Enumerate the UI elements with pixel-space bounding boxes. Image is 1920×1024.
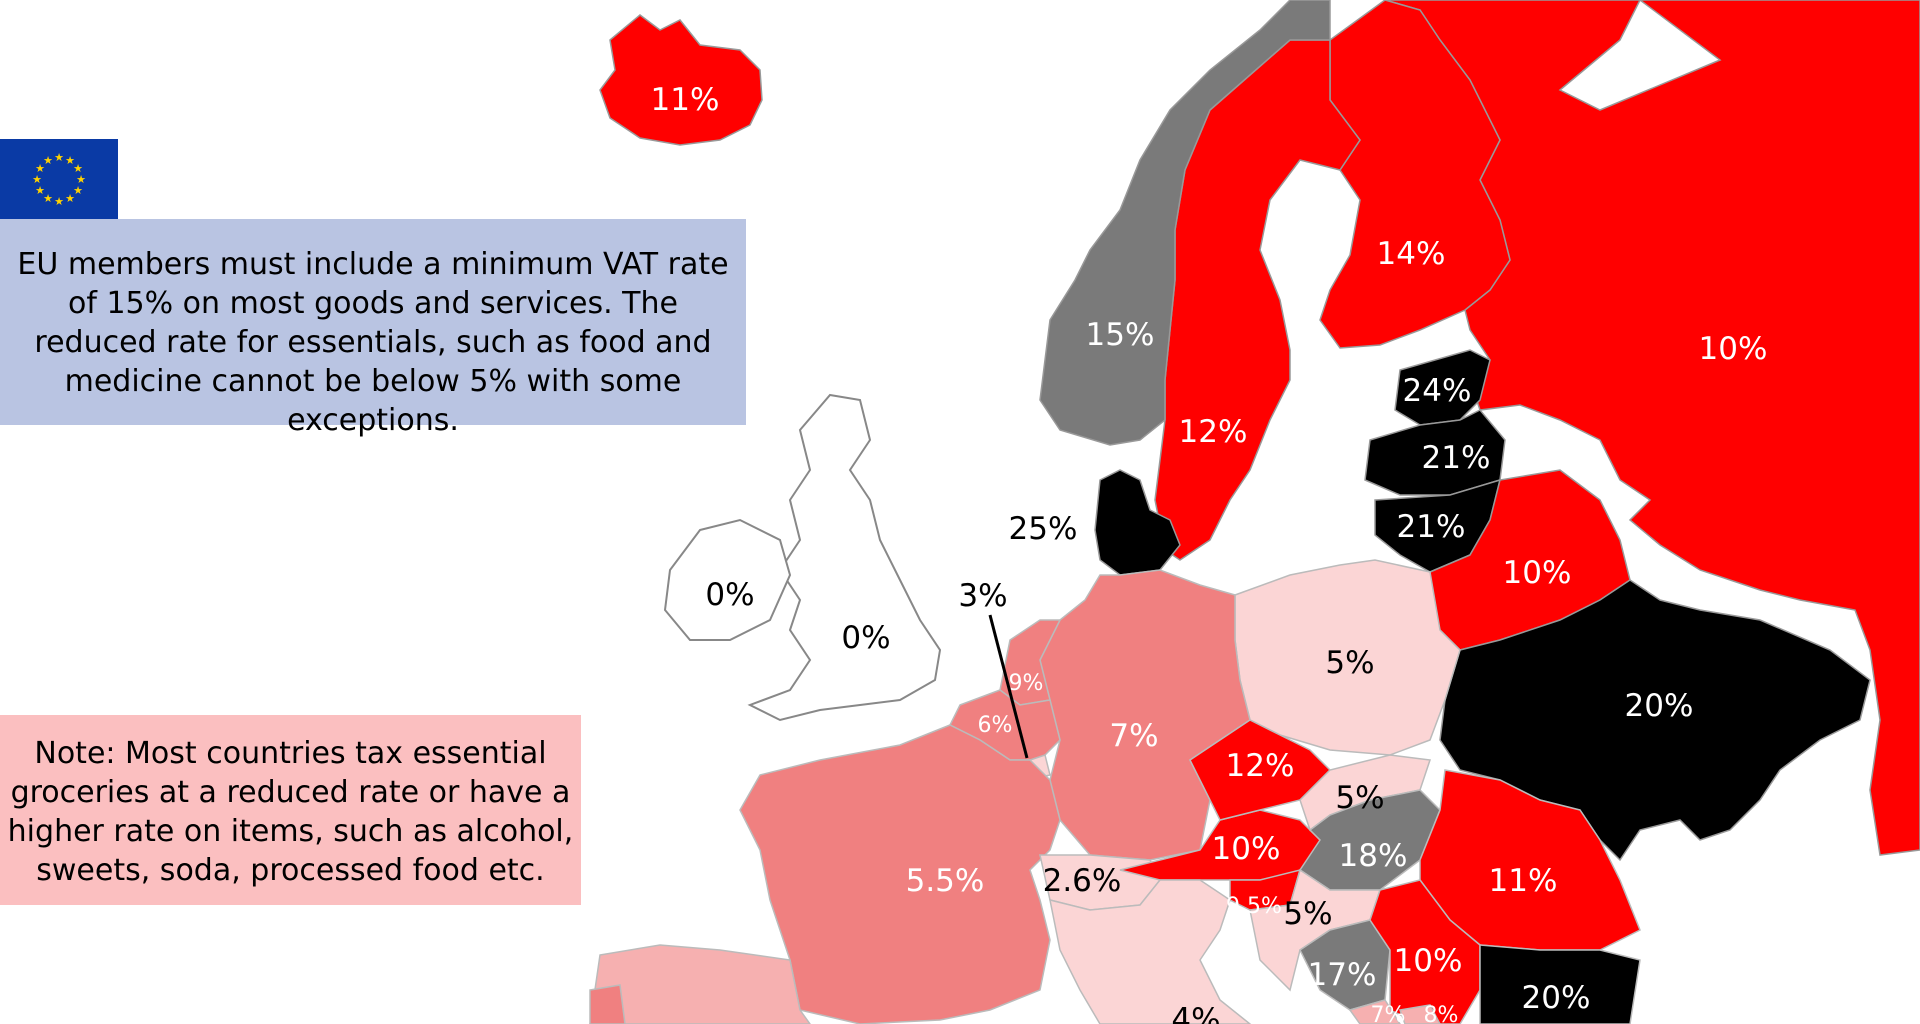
region-kosovo	[1398, 1004, 1441, 1024]
rate-label-bulgaria: 20%	[1522, 980, 1591, 1016]
rate-label-romania: 11%	[1489, 863, 1558, 899]
region-estonia	[1394, 349, 1491, 426]
rate-label-iceland: 11%	[651, 82, 720, 118]
rate-label-germany: 7%	[1109, 718, 1158, 754]
svg-text:★: ★	[43, 154, 53, 167]
rate-label-netherlands: 9%	[1009, 671, 1044, 696]
region-denmark	[1094, 469, 1181, 576]
rate-label-montenegro: 7%	[1371, 1003, 1406, 1024]
rate-label-uk: 0%	[841, 620, 890, 656]
rate-label-sweden: 12%	[1179, 414, 1248, 450]
svg-text:★: ★	[35, 184, 45, 197]
rate-label-switzerland: 2.6%	[1043, 863, 1122, 899]
rate-label-croatia: 5%	[1283, 896, 1332, 932]
svg-text:★: ★	[43, 192, 53, 205]
region-portugal	[589, 984, 626, 1024]
rate-label-luxembourg: 3%	[958, 578, 1007, 614]
rate-label-czechia: 12%	[1226, 748, 1295, 784]
region-spain	[589, 944, 811, 1024]
svg-text:★: ★	[76, 173, 86, 186]
rate-label-norway: 15%	[1086, 317, 1155, 353]
region-italy	[1049, 879, 1252, 1024]
rate-label-bosnia: 17%	[1308, 957, 1377, 993]
rate-label-belarus: 10%	[1503, 555, 1572, 591]
region-norway	[1039, 0, 1331, 446]
rate-label-serbia: 10%	[1394, 943, 1463, 979]
svg-text:★: ★	[65, 192, 75, 205]
eu-stars-icon: ★ ★★ ★★★ ★★★ ★★★	[32, 151, 86, 208]
region-uk	[747, 393, 942, 722]
rate-label-russia: 10%	[1699, 331, 1768, 367]
eu-flag-icon: ★ ★ ★ ★ ★ ★ ★ ★ ★ ★ ★ ★	[0, 139, 118, 219]
rate-label-hungary: 18%	[1339, 838, 1408, 874]
rate-label-lithuania: 21%	[1397, 509, 1466, 545]
rate-label-estonia: 24%	[1403, 373, 1472, 409]
luxembourg-pointer-line	[988, 614, 1029, 759]
rate-label-ukraine: 20%	[1625, 688, 1694, 724]
rate-label-poland: 5%	[1325, 645, 1374, 681]
region-bulgaria	[1479, 944, 1641, 1024]
svg-text:★: ★	[54, 151, 64, 164]
svg-text:★: ★	[73, 184, 83, 197]
svg-text:★: ★	[65, 154, 75, 167]
region-iceland	[599, 14, 763, 146]
svg-text:★: ★	[32, 173, 42, 186]
rate-label-denmark: 25%	[1009, 511, 1078, 547]
rate-label-latvia: 21%	[1422, 440, 1491, 476]
svg-text:★: ★	[54, 195, 64, 208]
rate-label-finland: 14%	[1377, 236, 1446, 272]
rate-label-slovenia: 9.5%	[1226, 894, 1282, 919]
region-france	[739, 724, 1061, 1024]
region-montenegro	[1348, 999, 1401, 1024]
rate-label-slovakia: 5%	[1335, 780, 1384, 816]
rate-label-france: 5.5%	[906, 863, 985, 899]
region-finland	[1319, 0, 1511, 349]
region-latvia	[1364, 409, 1506, 496]
svg-text:★: ★	[35, 162, 45, 175]
region-ireland	[663, 518, 792, 641]
rate-label-belgium: 6%	[978, 713, 1013, 738]
rate-label-austria: 10%	[1212, 831, 1281, 867]
grocery-rate-note: Note: Most countries tax essential groce…	[0, 715, 581, 905]
eu-vat-note: EU members must include a minimum VAT ra…	[0, 219, 746, 438]
rate-label-kosovo: 8%	[1424, 1003, 1459, 1024]
svg-text:★: ★	[73, 162, 83, 175]
region-bosnia	[1299, 919, 1391, 1011]
rate-label-ireland: 0%	[705, 577, 754, 613]
rate-label-italy: 4%	[1171, 1002, 1220, 1024]
